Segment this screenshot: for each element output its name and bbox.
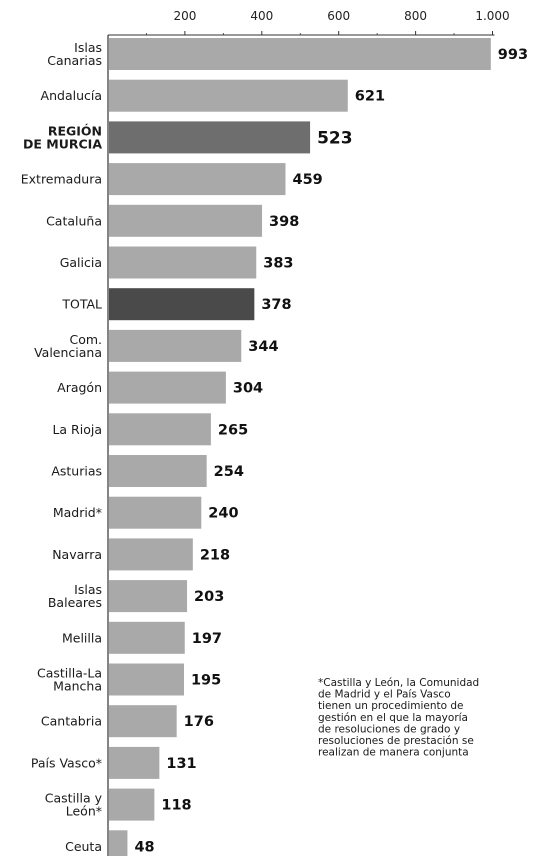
bar-ceuta — [109, 830, 128, 856]
value-label-navarra: 218 — [200, 547, 230, 563]
x-axis: 200 400 600 800 1.000 — [107, 9, 510, 856]
value-label-extremadura: 459 — [292, 172, 322, 188]
value-label-la-rioja: 265 — [218, 422, 248, 438]
x-tick-label: 200 — [173, 9, 196, 23]
category-label-madrid: Madrid* — [53, 505, 102, 520]
bar-asturias — [109, 455, 207, 487]
x-tick-label: 600 — [327, 9, 350, 23]
value-label-pais-vasco: 131 — [166, 756, 196, 772]
category-label-cataluna: Cataluña — [46, 213, 102, 228]
x-tick-label: 400 — [250, 9, 273, 23]
category-label-castilla-y-leon: Castilla y León* — [45, 791, 103, 819]
category-label-galicia: Galicia — [60, 255, 102, 270]
bar-navarra — [109, 538, 193, 571]
value-label-asturias: 254 — [214, 464, 244, 480]
x-tick-label: 1.000 — [475, 9, 509, 23]
value-label-total: 378 — [261, 297, 291, 313]
footnote: *Castilla y León, la Comunidad de Madrid … — [318, 677, 479, 759]
category-label-ceuta: Ceuta — [65, 839, 102, 854]
bar-extremadura — [109, 163, 286, 196]
bars — [109, 38, 491, 856]
bar-andalucia — [109, 79, 348, 112]
bar-galicia — [109, 246, 257, 279]
category-label-com-valenciana: Com. Valenciana — [34, 332, 102, 360]
bar-aragon — [109, 371, 226, 404]
x-tick-label: 800 — [404, 9, 427, 23]
bar-cantabria — [109, 705, 177, 738]
category-label-pais-vasco: País Vasco* — [31, 755, 102, 770]
value-label-com-valenciana: 344 — [248, 339, 278, 355]
category-label-castilla-la-mancha: Castilla-La Mancha — [37, 666, 102, 694]
category-label-total: TOTAL — [61, 297, 102, 312]
value-label-cataluna: 398 — [269, 214, 299, 230]
bar-islas-baleares — [109, 580, 188, 613]
value-label-aragon: 304 — [233, 381, 263, 397]
category-label-andalucia: Andalucía — [41, 88, 102, 103]
bar-castilla-la-mancha — [109, 663, 184, 696]
category-label-islas-baleares: Islas Baleares — [48, 582, 102, 610]
bar-total — [109, 288, 255, 321]
value-label-cantabria: 176 — [184, 714, 214, 730]
category-label-aragon: Aragón — [57, 380, 102, 395]
category-labels: Islas Canarias Andalucía REGIÓN DE MURCIA Ext… — [21, 40, 103, 854]
value-labels: 993 621 523 459 398 383 378 344 304 265 254 240 218 2… — [134, 47, 528, 855]
category-label-extremadura: Extremadura — [21, 172, 102, 187]
bar-castilla-y-leon — [109, 788, 155, 821]
bar-madrid — [109, 496, 202, 529]
category-label-islas-canarias: Islas Canarias — [47, 40, 102, 68]
value-label-galicia: 383 — [263, 256, 293, 272]
bar-pais-vasco — [109, 746, 160, 779]
category-label-cantabria: Cantabria — [41, 714, 102, 729]
bar-com-valenciana — [109, 329, 242, 362]
value-label-islas-canarias: 993 — [498, 47, 528, 63]
value-label-islas-baleares: 203 — [194, 589, 224, 605]
bar-cataluna — [109, 204, 263, 237]
category-label-region-de-murcia: REGIÓN DE MURCIA — [23, 123, 102, 151]
value-label-andalucia: 621 — [355, 89, 385, 105]
value-label-castilla-y-leon: 118 — [161, 798, 191, 814]
value-label-castilla-la-mancha: 195 — [191, 673, 221, 689]
value-label-melilla: 197 — [192, 631, 222, 647]
bar-region-de-murcia — [109, 121, 311, 154]
category-label-asturias: Asturias — [51, 464, 102, 479]
category-label-navarra: Navarra — [52, 547, 102, 562]
bar-la-rioja — [109, 413, 211, 446]
bar-islas-canarias — [109, 38, 491, 70]
value-label-ceuta: 48 — [134, 839, 154, 855]
value-label-madrid: 240 — [208, 506, 238, 522]
bar-melilla — [109, 621, 185, 654]
category-label-melilla: Melilla — [62, 630, 102, 645]
value-label-region-de-murcia: 523 — [317, 128, 353, 148]
category-label-la-rioja: La Rioja — [52, 422, 102, 437]
